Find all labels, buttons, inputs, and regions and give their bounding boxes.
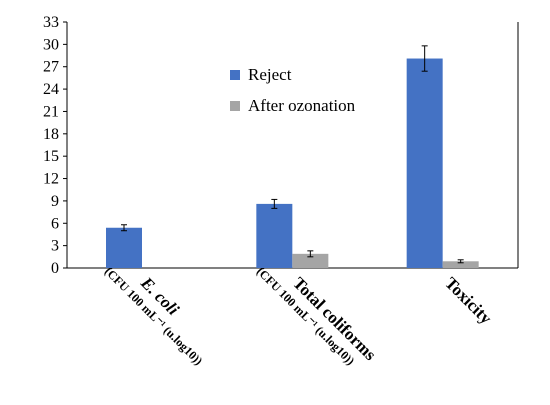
bar-reject (106, 227, 142, 268)
y-tick-label: 21 (43, 103, 59, 120)
legend-swatch-after-ozonation (230, 101, 240, 111)
y-tick-label: 18 (43, 126, 59, 143)
y-tick-label: 15 (43, 148, 59, 165)
error-bars (121, 45, 464, 264)
y-tick-label: 30 (43, 36, 59, 53)
bar-after-ozonation (292, 253, 329, 268)
y-tick-label: 9 (51, 193, 59, 210)
bars (106, 58, 479, 269)
y-tick-labels: 0 3 6 9 12 15 18 21 24 27 30 33 (43, 14, 67, 277)
category-label-toxicity: Toxicity (441, 273, 496, 328)
legend-label-after-ozonation: After ozonation (248, 96, 356, 115)
bar-reject (256, 203, 293, 268)
category-label-toxicity-main: Toxicity (441, 273, 496, 328)
error-bar (457, 259, 464, 264)
legend: Reject After ozonation (230, 65, 356, 115)
y-tick-label: 24 (43, 81, 59, 98)
legend-label-reject: Reject (248, 65, 292, 84)
y-tick-label: 6 (51, 215, 59, 232)
legend-swatch-reject (230, 70, 240, 80)
bar-after-ozonation (442, 261, 479, 268)
error-bar (421, 45, 428, 72)
y-tick-label: 12 (43, 171, 59, 188)
error-bar (271, 198, 278, 209)
y-tick-label: 33 (43, 14, 59, 31)
error-bar (121, 224, 127, 232)
y-tick-label: 27 (43, 59, 59, 76)
bar-reject (406, 58, 443, 269)
y-tick-label: 3 (51, 238, 59, 255)
y-tick-label: 0 (51, 260, 59, 277)
error-bar (307, 250, 314, 258)
